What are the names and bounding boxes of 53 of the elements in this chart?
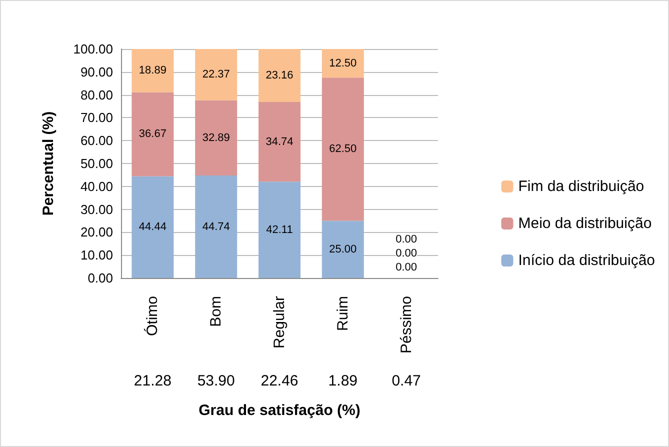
x-tick-label: Regular <box>271 296 288 349</box>
y-tick-label: 30.00 <box>80 202 113 217</box>
y-tick-label: 40.00 <box>80 178 113 194</box>
bar <box>132 176 174 278</box>
data-label: 25.00 <box>329 243 357 256</box>
data-label: 34.74 <box>266 136 294 148</box>
legend-label: Início da distribuição <box>518 252 656 269</box>
x-tick-label: Ruim <box>334 296 352 332</box>
data-label: 62.50 <box>329 143 357 156</box>
data-label: 36.67 <box>138 128 166 140</box>
data-label: 0.00 <box>396 234 418 246</box>
data-label: 42.11 <box>266 224 293 236</box>
y-tick-label: 100.00 <box>73 42 113 56</box>
data-label: 18.89 <box>138 64 166 77</box>
y-tick-label: 70.00 <box>80 110 113 126</box>
bar <box>195 100 238 176</box>
x-tick-label: Bom <box>208 296 225 327</box>
text: 1.89 <box>328 372 358 390</box>
bar <box>322 78 364 221</box>
y-tick-label: 20.00 <box>80 224 113 240</box>
bar <box>322 49 364 78</box>
text: 53.90 <box>197 372 235 390</box>
legend-label: Fim da distribuição <box>518 178 644 195</box>
text: 22.46 <box>260 372 298 390</box>
y-axis-title: Percentual (%) <box>40 111 57 216</box>
data-label: 32.89 <box>202 132 230 144</box>
bar <box>258 102 300 182</box>
x-tick-label: Ótimo <box>143 296 162 336</box>
text: 21.28 <box>134 372 172 390</box>
data-label: 12.50 <box>329 57 357 70</box>
bar <box>132 49 174 92</box>
y-tick-label: 80.00 <box>80 87 113 102</box>
y-tick-label: 50.00 <box>80 156 113 171</box>
data-label: 44.44 <box>138 221 166 234</box>
bar <box>195 176 238 278</box>
y-tick-label: 60.00 <box>80 133 113 148</box>
y-tick-label: 0.00 <box>88 270 113 286</box>
data-label: 44.74 <box>202 220 230 233</box>
data-label: 0.00 <box>396 248 418 260</box>
bar <box>322 220 364 278</box>
data-label: 0.00 <box>396 262 418 274</box>
text: 0.47 <box>392 372 421 390</box>
bar <box>132 92 174 176</box>
x-axis-title: Grau de satisfação (%) <box>198 402 360 419</box>
y-tick-label: 90.00 <box>80 64 113 80</box>
bar <box>258 49 300 102</box>
bar <box>258 182 300 278</box>
data-label: 23.16 <box>266 70 294 82</box>
x-tick-label: Péssimo <box>398 296 415 354</box>
bar <box>195 49 238 100</box>
y-tick-label: 10.00 <box>80 248 113 263</box>
data-label: 22.37 <box>202 68 230 81</box>
legend-label: Meio da distribuição <box>518 215 652 232</box>
